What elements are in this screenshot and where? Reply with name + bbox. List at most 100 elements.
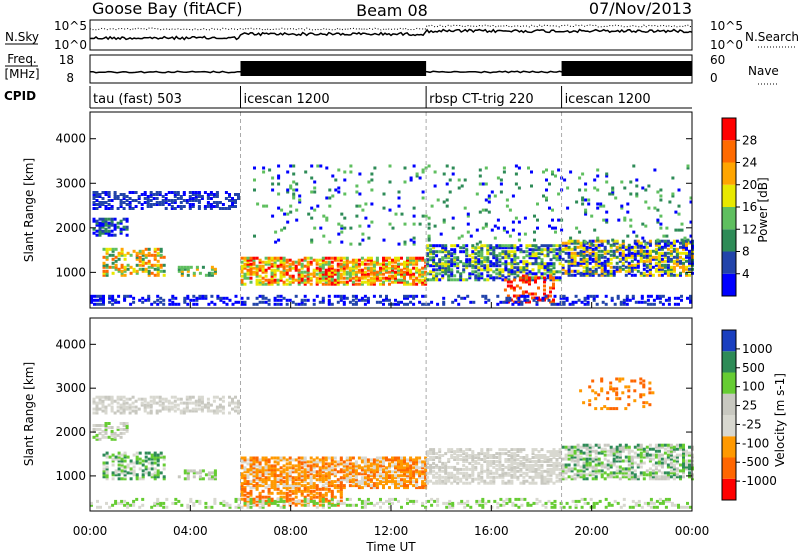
heatmap-cell bbox=[412, 262, 416, 266]
heatmap-cell bbox=[388, 208, 392, 212]
heatmap-cell bbox=[513, 473, 517, 477]
heatmap-cell bbox=[603, 249, 607, 253]
heatmap-cell bbox=[327, 268, 331, 272]
heatmap-cell bbox=[505, 198, 509, 202]
heatmap-cell bbox=[409, 260, 413, 264]
heatmap-cell bbox=[375, 470, 379, 474]
heatmap-cell bbox=[534, 278, 537, 282]
heatmap-cell bbox=[594, 243, 598, 247]
heatmap-cell bbox=[125, 203, 129, 206]
heatmap-cell bbox=[243, 497, 247, 501]
heatmap-cell bbox=[297, 462, 301, 466]
heatmap-cell bbox=[129, 461, 133, 465]
heatmap-cell bbox=[570, 469, 574, 473]
heatmap-cell bbox=[543, 244, 547, 248]
heatmap-cell bbox=[328, 204, 332, 208]
heatmap-cell bbox=[156, 273, 160, 277]
heatmap-cell bbox=[459, 467, 463, 471]
heatmap-cell bbox=[104, 411, 108, 415]
heatmap-cell bbox=[355, 204, 359, 208]
heatmap-cell bbox=[618, 245, 622, 249]
heatmap-cell bbox=[561, 463, 565, 467]
heatmap-cell bbox=[474, 256, 478, 260]
heatmap-cell bbox=[321, 484, 325, 488]
heatmap-cell bbox=[663, 239, 667, 243]
heatmap-cell bbox=[519, 450, 523, 454]
heatmap-cell bbox=[409, 300, 413, 304]
heatmap-cell bbox=[567, 267, 571, 271]
heatmap-cell bbox=[490, 228, 494, 232]
heatmap-cell bbox=[477, 454, 481, 457]
heatmap-cell bbox=[258, 258, 262, 262]
heatmap-cell bbox=[682, 245, 685, 249]
heatmap-cell bbox=[122, 405, 126, 409]
heatmap-cell bbox=[418, 476, 422, 480]
heatmap-cell bbox=[397, 486, 400, 490]
heatmap-cell bbox=[294, 501, 298, 505]
heatmap-cell bbox=[333, 468, 337, 472]
heatmap-cell bbox=[644, 200, 648, 204]
heatmap-cell bbox=[654, 249, 658, 253]
colorbar-tick-label: 8 bbox=[742, 245, 750, 259]
heatmap-cell bbox=[639, 253, 643, 257]
heatmap-cell bbox=[576, 461, 580, 465]
heatmap-cell bbox=[122, 395, 126, 399]
heatmap-cell bbox=[92, 207, 96, 210]
heatmap-cell bbox=[435, 278, 439, 282]
heatmap-cell bbox=[375, 274, 379, 278]
heatmap-cell bbox=[243, 274, 247, 278]
heatmap-cell bbox=[441, 454, 445, 457]
heatmap-cell bbox=[102, 271, 106, 275]
heatmap-cell bbox=[438, 278, 442, 282]
heatmap-cell bbox=[210, 265, 214, 269]
heatmap-cell bbox=[549, 248, 553, 252]
heatmap-cell bbox=[277, 192, 281, 196]
heatmap-cell bbox=[102, 302, 105, 306]
heatmap-cell bbox=[534, 246, 538, 250]
heatmap-cell bbox=[591, 259, 595, 263]
heatmap-cell bbox=[406, 260, 409, 264]
heatmap-cell bbox=[511, 194, 515, 198]
heatmap-cell bbox=[400, 262, 403, 266]
heatmap-cell bbox=[369, 282, 373, 286]
cpid-segment-label: icescan 1200 bbox=[565, 92, 651, 107]
heatmap-cell bbox=[339, 462, 343, 466]
heatmap-cell bbox=[363, 302, 367, 306]
heatmap-cell bbox=[593, 228, 597, 232]
heatmap-cell bbox=[654, 251, 658, 255]
heatmap-cell bbox=[264, 278, 268, 282]
heatmap-cell bbox=[435, 481, 439, 485]
heatmap-cell bbox=[138, 298, 142, 302]
heatmap-cell bbox=[582, 259, 586, 263]
heatmap-cell bbox=[330, 462, 334, 466]
heatmap-cell bbox=[117, 477, 121, 481]
heatmap-cell bbox=[125, 217, 129, 221]
heatmap-cell bbox=[534, 461, 538, 465]
heatmap-cell bbox=[348, 466, 352, 470]
heatmap-cell bbox=[558, 463, 562, 467]
heatmap-cell bbox=[107, 395, 111, 399]
heatmap-cell bbox=[339, 294, 343, 298]
heatmap-cell bbox=[528, 475, 532, 479]
heatmap-cell bbox=[144, 267, 148, 271]
heatmap-cell bbox=[512, 294, 516, 298]
heatmap-cell bbox=[409, 176, 413, 180]
heatmap-cell bbox=[471, 260, 475, 264]
heatmap-cell bbox=[510, 481, 514, 485]
heatmap-cell bbox=[450, 272, 454, 276]
heatmap-cell bbox=[545, 178, 548, 182]
heatmap-cell bbox=[186, 469, 190, 473]
heatmap-cell bbox=[583, 296, 587, 300]
heatmap-cell bbox=[120, 459, 124, 463]
heatmap-cell bbox=[255, 482, 259, 486]
heatmap-cell bbox=[348, 274, 352, 278]
heatmap-cell bbox=[409, 282, 413, 286]
heatmap-cell bbox=[501, 452, 505, 456]
heatmap-cell bbox=[150, 253, 154, 257]
heatmap-cell bbox=[303, 298, 307, 302]
heatmap-cell bbox=[656, 208, 660, 212]
heatmap-cell bbox=[424, 278, 428, 282]
heatmap-cell bbox=[558, 278, 562, 282]
heatmap-cell bbox=[477, 274, 481, 278]
heatmap-cell bbox=[605, 220, 609, 224]
